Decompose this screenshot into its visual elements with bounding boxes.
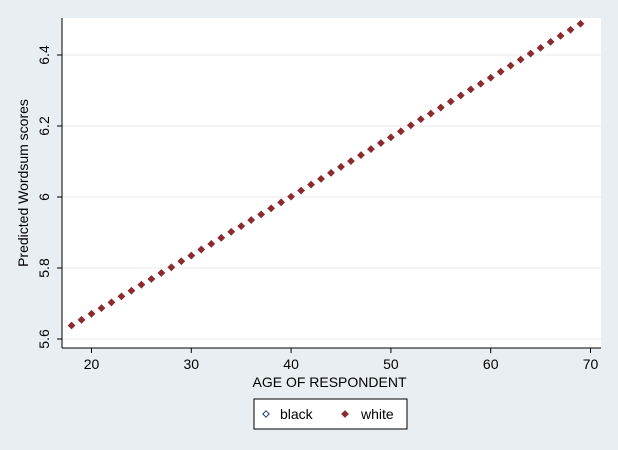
point-white <box>97 304 106 313</box>
point-white <box>137 280 146 289</box>
point-white <box>386 133 395 142</box>
point-white <box>257 210 266 219</box>
data-marks <box>67 19 585 330</box>
point-white <box>317 174 325 183</box>
gridlines <box>62 54 601 340</box>
point-white <box>506 61 515 70</box>
point-white <box>466 85 475 94</box>
point-white <box>327 168 335 177</box>
y-tick-label: 5.6 <box>36 329 52 349</box>
point-white <box>207 239 216 248</box>
x-tick-label: 60 <box>483 356 499 372</box>
point-white <box>127 286 136 295</box>
point-white <box>476 79 485 88</box>
x-tick-label: 70 <box>583 356 599 372</box>
point-white <box>107 298 116 307</box>
legend-marker-black <box>262 410 270 418</box>
point-white <box>357 151 365 160</box>
point-white <box>307 180 315 189</box>
point-white <box>347 157 355 166</box>
point-white <box>367 145 375 153</box>
point-white <box>536 43 545 52</box>
point-white <box>297 186 305 195</box>
x-tick-label: 20 <box>84 356 100 372</box>
point-white <box>67 321 76 330</box>
point-white <box>377 139 385 147</box>
point-white <box>337 162 345 171</box>
point-white <box>277 198 286 207</box>
point-white <box>556 31 565 40</box>
x-axis-title: AGE OF RESPONDENT <box>252 374 406 390</box>
point-white <box>157 269 166 277</box>
point-white <box>287 192 296 201</box>
y-tick-label: 6 <box>36 193 52 201</box>
y-axis-title: Predicted Wordsum scores <box>15 99 31 267</box>
axes: 20 30 40 50 60 70 5.6 5.8 6 6.2 6.4 <box>36 18 601 372</box>
point-white <box>516 55 525 64</box>
point-white <box>177 257 186 266</box>
point-white <box>77 315 86 324</box>
plot-area <box>62 18 601 348</box>
legend-marker-white <box>341 410 349 418</box>
point-white <box>436 103 445 112</box>
x-tick-label: 50 <box>383 356 399 372</box>
point-white <box>197 245 206 254</box>
y-tick-label: 6.2 <box>36 116 52 136</box>
point-white <box>456 91 465 100</box>
point-white <box>187 251 196 260</box>
y-tick-label: 5.8 <box>36 258 52 278</box>
point-white <box>396 127 405 136</box>
point-white <box>217 233 226 242</box>
point-white <box>546 37 555 46</box>
point-white <box>267 204 276 213</box>
point-white <box>426 109 435 118</box>
x-tick-label: 40 <box>283 356 299 372</box>
point-white <box>247 216 256 224</box>
legend-box <box>253 398 408 430</box>
point-white <box>227 227 236 236</box>
point-white <box>496 67 505 76</box>
point-white <box>237 222 246 231</box>
point-white <box>406 121 415 130</box>
point-white <box>87 309 96 318</box>
point-white <box>446 97 455 106</box>
point-white <box>526 49 535 58</box>
legend: black white <box>253 398 408 430</box>
legend-label-white: white <box>360 406 394 422</box>
point-white <box>167 263 176 272</box>
legend-label-black: black <box>280 406 314 422</box>
point-white <box>486 73 495 82</box>
point-white <box>147 275 156 283</box>
point-white <box>576 19 585 28</box>
point-white <box>566 25 575 34</box>
x-tick-label: 30 <box>184 356 200 372</box>
point-white <box>117 292 126 301</box>
y-tick-label: 6.4 <box>36 45 52 65</box>
point-white <box>416 115 425 124</box>
